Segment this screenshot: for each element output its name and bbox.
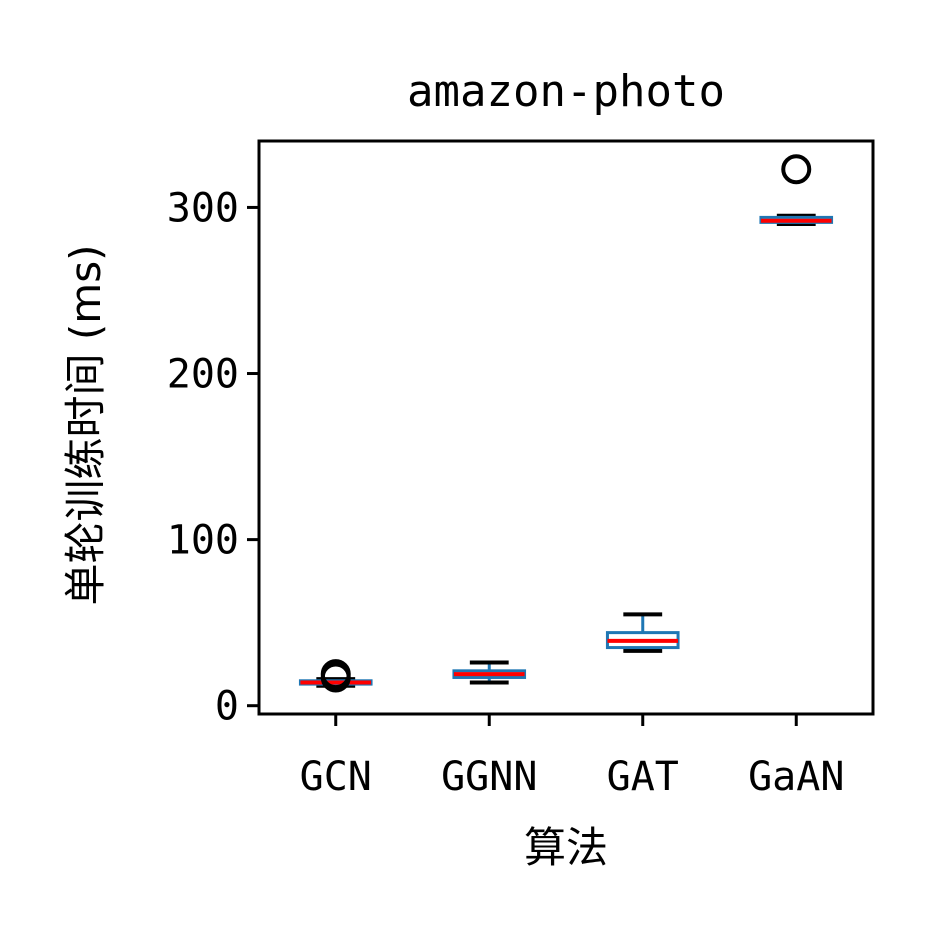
box-gaan bbox=[759, 154, 834, 227]
x-tick-label: GaAN bbox=[748, 754, 844, 800]
chart-title: amazon-photo bbox=[407, 66, 725, 117]
x-axis: GCN GGNN GAT GaAN bbox=[300, 714, 844, 800]
y-tick-label: 0 bbox=[215, 684, 239, 730]
y-axis-label: 单轮训练时间 (ms) bbox=[61, 245, 110, 606]
box-group bbox=[298, 154, 834, 693]
x-axis-label: 算法 bbox=[524, 823, 608, 872]
box-ggnn bbox=[452, 660, 527, 685]
box-gcn bbox=[298, 659, 373, 693]
plot-frame bbox=[257, 139, 875, 716]
y-tick-label: 100 bbox=[167, 518, 239, 564]
outlier-point bbox=[320, 662, 351, 693]
outlier-point bbox=[781, 154, 812, 185]
y-axis: 0 100 200 300 bbox=[167, 185, 259, 730]
y-tick-label: 300 bbox=[167, 185, 239, 231]
x-tick-label: GCN bbox=[300, 754, 372, 800]
x-tick-label: GGNN bbox=[441, 754, 537, 800]
x-tick-label: GAT bbox=[607, 754, 679, 800]
y-tick-label: 200 bbox=[167, 352, 239, 398]
box-gat bbox=[605, 612, 680, 653]
